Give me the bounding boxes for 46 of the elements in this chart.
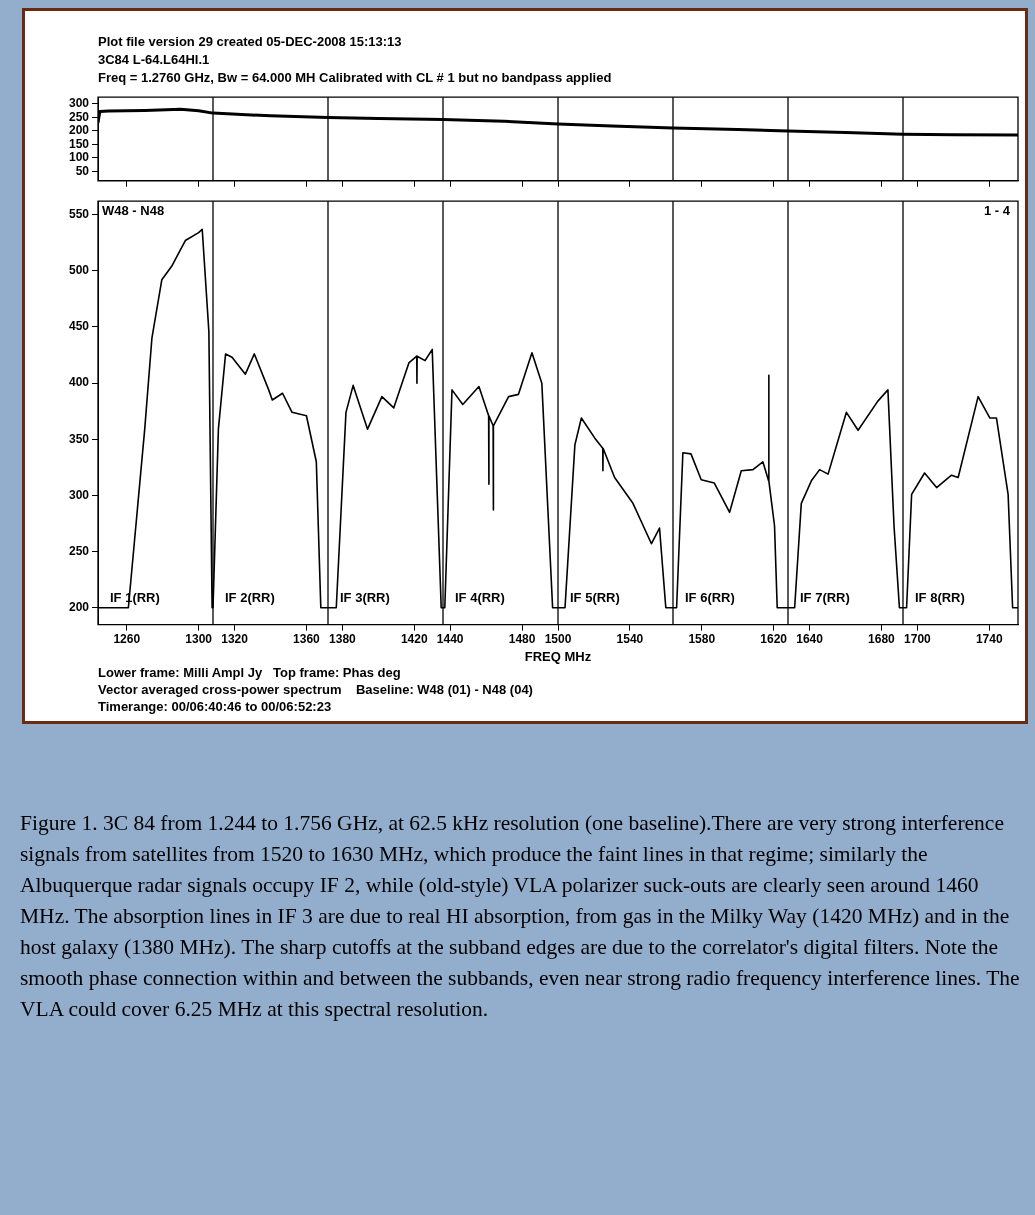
y-tick-label: 450	[68, 319, 90, 334]
y-tick-label: 500	[68, 263, 90, 278]
text: Timerange: 00/06:40:46 to 00/06:52:23	[98, 698, 333, 715]
y-tick-label: 300	[68, 96, 90, 111]
x-tick-label: 1300	[185, 632, 213, 647]
x-tick-label: 1640	[796, 632, 824, 647]
y-tick-label: 200	[68, 123, 90, 138]
y-tick-label: 100	[68, 150, 90, 165]
text: Lower frame: Milli Ampl Jy Top frame: Phas deg	[98, 664, 402, 681]
x-tick-label: 1480	[508, 632, 536, 647]
x-tick-label: 1740	[975, 632, 1003, 647]
text: Vector averaged cross-power spectrum Baseline: W48 (01) - N48 (04)	[98, 681, 534, 698]
y-tick-label: 150	[68, 136, 90, 151]
annotation: IF 8(RR)	[915, 589, 965, 605]
x-tick-label: 1620	[760, 632, 788, 647]
annotation: IF 7(RR)	[800, 589, 850, 605]
annotation: IF 5(RR)	[570, 589, 620, 605]
x-tick-label: 1680	[868, 632, 896, 647]
y-tick-label: 50	[75, 163, 90, 178]
annotation: W48 - N48	[102, 203, 165, 219]
x-tick-label: 1440	[436, 632, 464, 647]
y-tick-label: 550	[68, 206, 90, 221]
x-tick-label: 1420	[400, 632, 428, 647]
chart-subtitle: 3C84 L-64.L64HI.1 Freq = 1.2760 GHz, Bw = 64.000 MH Calibrated with CL # 1 but no bandpass applied	[98, 51, 613, 87]
x-tick-label: 1500	[544, 632, 572, 647]
chart-title: Plot file version 29 created 05-DEC-2008 15:13:13	[98, 33, 403, 51]
y-tick-label: 350	[68, 431, 90, 446]
x-tick-label: 1360	[293, 632, 321, 647]
annotation: IF 4(RR)	[455, 589, 505, 605]
annotation: 1 - 4	[983, 203, 1011, 219]
x-tick-label: 1380	[329, 632, 357, 647]
y-tick-label: 250	[68, 109, 90, 124]
annotation: IF 3(RR)	[340, 589, 390, 605]
x-tick-label: 1580	[688, 632, 716, 647]
annotation: IF 2(RR)	[225, 589, 275, 605]
x-tick-label: 1540	[616, 632, 644, 647]
y-tick-label: 250	[68, 543, 90, 558]
x-axis-title: FREQ MHz	[523, 649, 593, 664]
x-tick-label: 1260	[113, 632, 141, 647]
x-tick-label: 1320	[221, 632, 249, 647]
y-tick-label: 300	[68, 487, 90, 502]
y-tick-label: 200	[68, 600, 90, 615]
annotation: IF 6(RR)	[685, 589, 735, 605]
caption: Figure 1. 3C 84 from 1.244 to 1.756 GHz, at 62.5 kHz resolution (one baseline).There are very strong interference signals from satellites from 1520 to 1630 MHz, which produce the faint lines in that regime; similarly the Albuquerque radar signals occupy IF 2, while (old-style) VLA polarizer suck-outs are clearly seen around 1460 MHz. The absorption lines in IF 3 are due to real HI absorption, from gas in the Milky Way (1420 MHz) and in the host galaxy (1380 MHz). The sharp cutoffs at the subband edges are due to the correlator's digital filters. Note the smooth phase connection within and between the subbands, even near strong radio frequency interference lines. The VLA could cover 6.25 MHz at this spectral resolution.	[20, 810, 1021, 1023]
y-tick-label: 400	[68, 375, 90, 390]
x-tick-label: 1700	[904, 632, 932, 647]
